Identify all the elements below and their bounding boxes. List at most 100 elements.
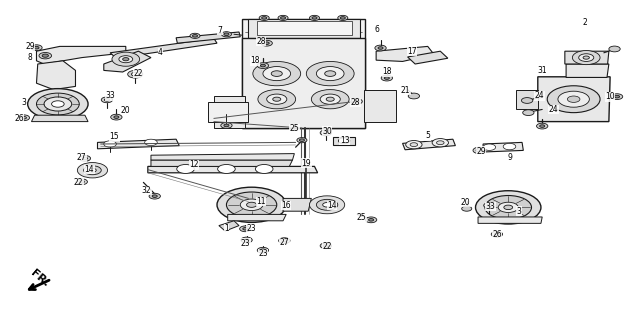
Polygon shape bbox=[478, 217, 542, 223]
Text: 2: 2 bbox=[582, 18, 587, 27]
Polygon shape bbox=[283, 198, 311, 211]
Circle shape bbox=[279, 238, 290, 244]
Polygon shape bbox=[364, 90, 396, 122]
Polygon shape bbox=[148, 166, 318, 173]
Circle shape bbox=[338, 138, 350, 144]
Polygon shape bbox=[248, 19, 360, 38]
Circle shape bbox=[123, 58, 129, 61]
Circle shape bbox=[316, 67, 344, 81]
Polygon shape bbox=[176, 32, 240, 43]
Circle shape bbox=[243, 228, 248, 230]
Circle shape bbox=[406, 140, 422, 149]
Polygon shape bbox=[151, 160, 292, 166]
Circle shape bbox=[259, 15, 269, 20]
Circle shape bbox=[267, 94, 287, 104]
Circle shape bbox=[34, 46, 39, 49]
Circle shape bbox=[111, 114, 122, 120]
Circle shape bbox=[615, 95, 620, 98]
Circle shape bbox=[260, 249, 265, 252]
Circle shape bbox=[253, 61, 301, 86]
Text: 14: 14 bbox=[84, 165, 94, 174]
Text: 23: 23 bbox=[258, 249, 268, 258]
Circle shape bbox=[306, 61, 354, 86]
Polygon shape bbox=[219, 221, 239, 231]
Circle shape bbox=[462, 206, 472, 211]
Circle shape bbox=[281, 17, 286, 19]
Circle shape bbox=[583, 56, 589, 59]
Circle shape bbox=[504, 205, 513, 210]
Circle shape bbox=[494, 233, 499, 236]
Circle shape bbox=[240, 226, 251, 232]
Circle shape bbox=[192, 35, 198, 37]
Text: 18: 18 bbox=[250, 56, 260, 65]
Polygon shape bbox=[566, 64, 609, 77]
Text: FR.: FR. bbox=[28, 268, 51, 288]
Circle shape bbox=[84, 166, 101, 175]
Circle shape bbox=[79, 156, 91, 161]
Text: 23: 23 bbox=[247, 224, 257, 233]
Circle shape bbox=[282, 239, 287, 242]
Circle shape bbox=[77, 163, 108, 178]
Circle shape bbox=[28, 89, 88, 119]
Circle shape bbox=[437, 141, 444, 145]
Circle shape bbox=[491, 231, 503, 237]
Text: 26: 26 bbox=[14, 114, 24, 123]
Circle shape bbox=[36, 93, 79, 115]
Circle shape bbox=[218, 164, 235, 173]
Circle shape bbox=[278, 15, 288, 20]
Circle shape bbox=[131, 72, 139, 76]
Circle shape bbox=[18, 115, 30, 121]
Polygon shape bbox=[97, 139, 179, 149]
Circle shape bbox=[309, 15, 320, 20]
Circle shape bbox=[128, 70, 143, 78]
Circle shape bbox=[521, 98, 533, 103]
Circle shape bbox=[540, 125, 545, 127]
Circle shape bbox=[241, 237, 252, 243]
Circle shape bbox=[537, 123, 548, 129]
Text: 4: 4 bbox=[158, 48, 163, 57]
Text: 3: 3 bbox=[516, 207, 521, 216]
Circle shape bbox=[145, 139, 157, 146]
Polygon shape bbox=[208, 102, 248, 122]
Text: 25: 25 bbox=[357, 213, 367, 222]
Polygon shape bbox=[483, 142, 523, 152]
Circle shape bbox=[247, 202, 257, 207]
Circle shape bbox=[152, 195, 157, 197]
Circle shape bbox=[316, 199, 338, 210]
Circle shape bbox=[309, 196, 345, 214]
Circle shape bbox=[558, 91, 589, 107]
Text: 31: 31 bbox=[537, 66, 547, 75]
Polygon shape bbox=[151, 154, 294, 160]
Circle shape bbox=[611, 94, 623, 100]
Circle shape bbox=[340, 17, 345, 19]
Circle shape bbox=[257, 247, 269, 253]
Circle shape bbox=[354, 100, 359, 103]
Circle shape bbox=[190, 33, 200, 38]
Text: 11: 11 bbox=[256, 197, 266, 206]
Text: 23: 23 bbox=[240, 239, 250, 248]
Text: 9: 9 bbox=[507, 153, 512, 162]
Polygon shape bbox=[516, 90, 538, 109]
Circle shape bbox=[52, 101, 64, 107]
Circle shape bbox=[104, 141, 116, 147]
Text: 30: 30 bbox=[322, 127, 332, 136]
Circle shape bbox=[498, 202, 518, 212]
Text: 24: 24 bbox=[548, 105, 559, 114]
Polygon shape bbox=[257, 21, 352, 35]
Circle shape bbox=[226, 192, 277, 218]
Circle shape bbox=[384, 77, 389, 79]
Circle shape bbox=[473, 147, 486, 154]
Circle shape bbox=[112, 52, 140, 66]
Circle shape bbox=[547, 86, 600, 113]
Text: 22: 22 bbox=[322, 242, 332, 251]
Circle shape bbox=[325, 71, 336, 76]
Circle shape bbox=[567, 96, 580, 102]
Polygon shape bbox=[36, 61, 75, 90]
Circle shape bbox=[262, 17, 267, 19]
Polygon shape bbox=[228, 214, 286, 221]
Circle shape bbox=[523, 110, 534, 116]
Circle shape bbox=[338, 15, 348, 20]
Text: 6: 6 bbox=[375, 25, 380, 34]
Circle shape bbox=[572, 51, 600, 65]
Text: 28: 28 bbox=[256, 37, 266, 46]
